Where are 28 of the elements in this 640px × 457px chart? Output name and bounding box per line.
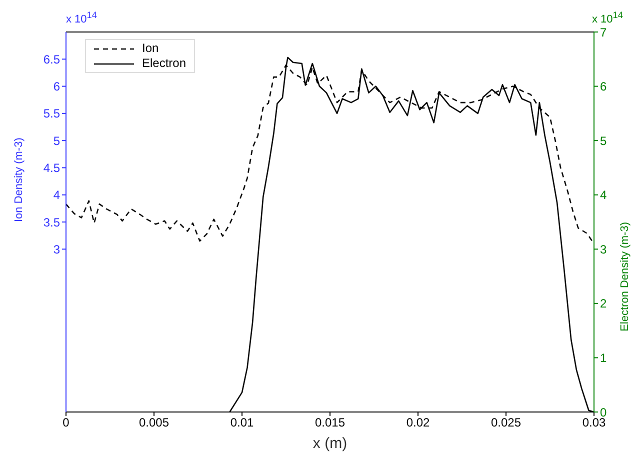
x-tick-label: 0.02 [406,416,430,430]
y-tick-label: 4 [53,188,60,202]
y2-axis-title: Electron Density (m-3) [618,222,631,332]
x-tick-label: 0.005 [138,416,170,430]
y-tick-label: 4.5 [43,160,60,175]
text: x 10$^{14}$ [592,10,623,26]
y2-tick-label: 1 [600,350,607,365]
y-tick-label: 3 [53,242,60,256]
y2-tick-label: 4 [600,188,607,202]
legend-label: Ion [142,41,159,56]
y2-tick-label: 7 [600,25,607,40]
y2-tick-label: 6 [600,80,607,94]
x-tick-label: 0.025 [490,416,522,430]
y-tick-label: 6.5 [43,52,60,66]
y-tick-label: 5.5 [43,106,60,121]
legend-label: Electron [142,56,186,71]
y-tick-label: 6 [53,80,60,94]
y-tick-label: 3.5 [43,215,60,230]
x-tick-label: 0.015 [314,416,346,430]
y-axis-title: Ion Density (m-3) [12,138,25,222]
y2-tick-label: 2 [600,296,607,311]
x-axis-title: x (m) [312,435,348,452]
y2-tick-label: 3 [600,242,607,256]
x-tick-label: 0 [62,416,70,430]
y2-tick-label: 5 [600,134,607,148]
y-tick-label: 5 [53,134,60,148]
text: x 10$^{14}$ [66,10,97,26]
x-tick-label: 0.01 [230,416,254,430]
